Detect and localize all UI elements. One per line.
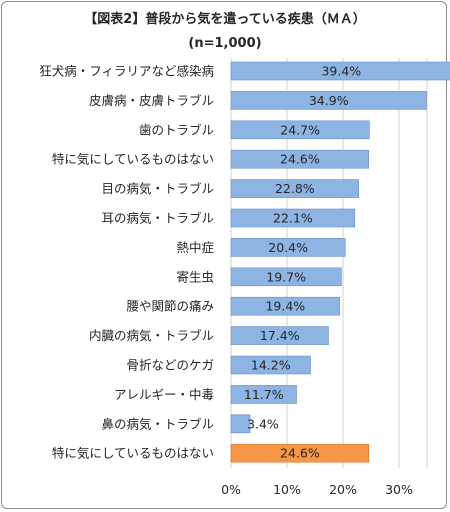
x-tick-labels: 0% 10% 20% 30% <box>221 482 413 497</box>
category-labels: 狂犬病・フィラリアなど感染病皮膚病・皮膚トラブル歯のトラブル特に気にしているもの… <box>39 64 214 461</box>
x-tick-label: 20% <box>329 482 357 497</box>
value-label: 19.4% <box>265 299 305 314</box>
value-label: 24.6% <box>280 446 320 461</box>
value-label: 22.1% <box>273 211 313 226</box>
bar <box>230 414 251 434</box>
bar <box>230 443 370 463</box>
value-label: 11.7% <box>244 387 284 402</box>
category-label: 寄生虫 <box>176 269 214 284</box>
value-label: 17.4% <box>260 328 300 343</box>
x-tick-label: 30% <box>385 482 413 497</box>
bar <box>230 179 359 198</box>
bar <box>230 385 297 404</box>
x-tick-label: 10% <box>273 482 301 497</box>
bar <box>230 208 356 228</box>
bar <box>230 326 329 345</box>
gridlines <box>230 58 428 468</box>
category-label: 目の病気・トラブル <box>101 181 214 196</box>
category-label: 内臓の病気・トラブル <box>89 328 214 343</box>
category-label: 骨折などのケガ <box>126 358 214 373</box>
bar <box>230 120 370 140</box>
bar <box>230 61 450 81</box>
value-label: 39.4% <box>321 64 361 79</box>
bar <box>230 267 342 287</box>
bars <box>230 61 450 463</box>
value-label: 3.4% <box>247 416 279 431</box>
bar <box>230 238 346 257</box>
category-label: 鼻の病気・トラブル <box>101 416 214 431</box>
value-label: 24.7% <box>280 122 320 137</box>
value-label: 34.9% <box>309 93 349 108</box>
bar <box>230 355 311 375</box>
value-label: 22.8% <box>275 181 315 196</box>
bar <box>230 91 427 110</box>
x-tick-label: 0% <box>221 482 241 497</box>
category-label: 特に気にしているものはない <box>52 446 214 461</box>
value-label: 24.6% <box>280 152 320 167</box>
category-label: アレルギー・中毒 <box>114 387 214 402</box>
value-labels: 39.4% 34.9% 24.7% 24.6% 22.8% 22.1% 20.4% 19.7%… <box>244 64 361 461</box>
bar <box>230 296 340 316</box>
category-label: 腰や関節の痛み <box>126 299 214 314</box>
category-label: 歯のトラブル <box>139 122 214 137</box>
chart-subtitle: (n=1,000) <box>188 36 262 51</box>
category-label: 熱中症 <box>176 240 214 255</box>
chart-title: 【図表2】普段から気を遣っている疾患（ＭＡ） <box>84 12 366 27</box>
category-label: 狂犬病・フィラリアなど感染病 <box>39 64 214 79</box>
value-label: 14.2% <box>251 358 291 373</box>
value-label: 19.7% <box>266 269 306 284</box>
category-label: 特に気にしているものはない <box>52 152 214 167</box>
bar <box>230 149 370 169</box>
value-label: 20.4% <box>268 240 308 255</box>
category-label: 耳の病気・トラブル <box>101 211 214 226</box>
category-label: 皮膚病・皮膚トラブル <box>89 93 214 108</box>
